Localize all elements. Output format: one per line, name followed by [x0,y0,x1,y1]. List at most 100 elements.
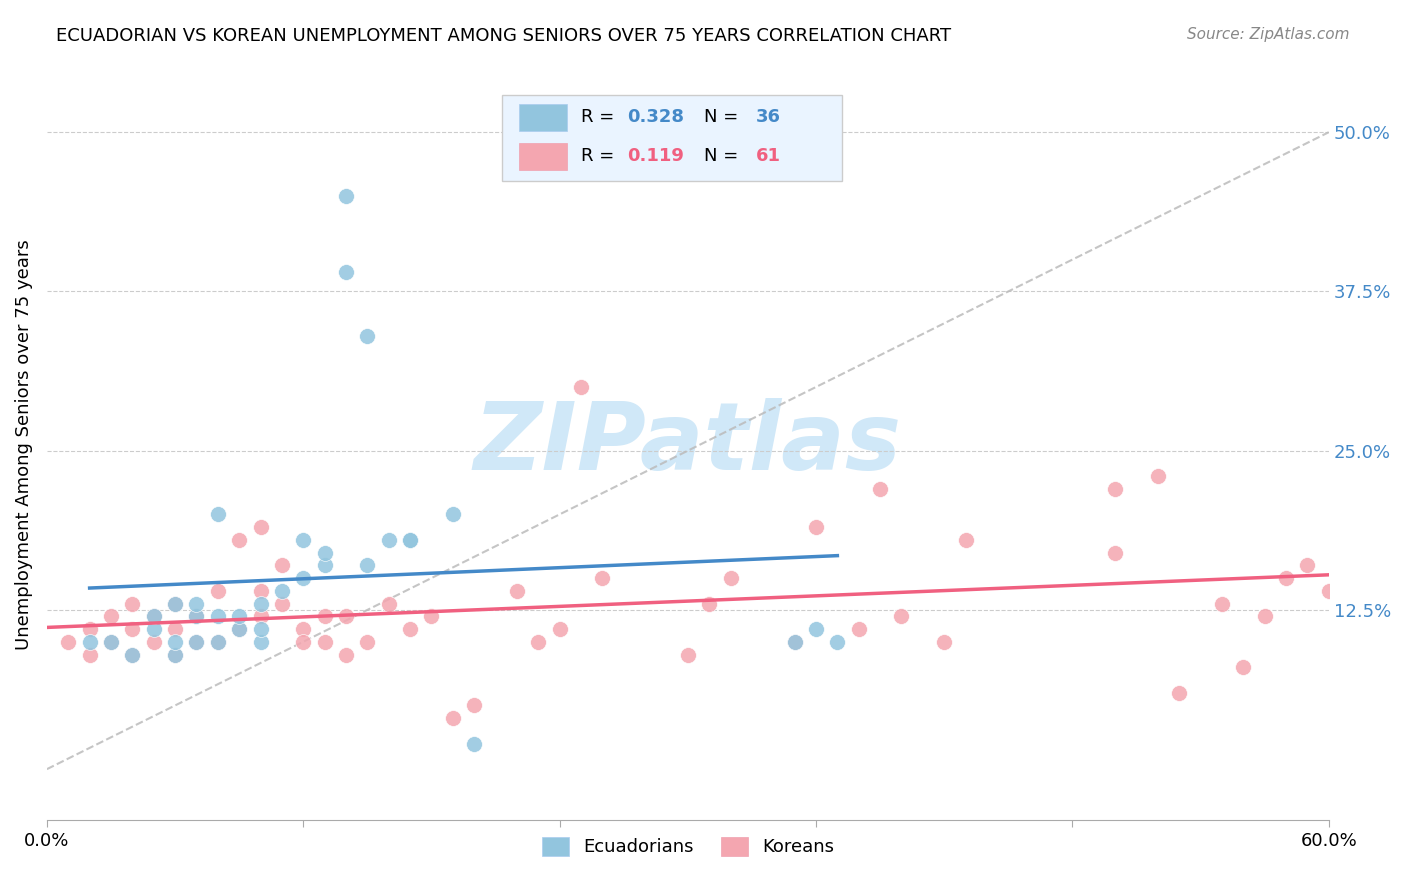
Point [207,634,229,648]
Text: 61: 61 [756,147,780,165]
Point [591,571,613,585]
Text: 0.119: 0.119 [627,147,685,165]
Point [270,583,292,598]
Text: N =: N = [704,147,745,165]
Point [441,711,464,725]
Point [100,634,122,648]
Point [1317,583,1340,598]
Point [186,609,208,624]
Point [377,533,399,547]
Point [228,622,250,636]
Point [100,609,122,624]
Point [314,558,336,573]
Point [142,622,165,636]
Point [356,634,378,648]
Text: R =: R = [582,108,620,127]
Point [1168,686,1191,700]
Legend: Ecuadorians, Koreans: Ecuadorians, Koreans [534,830,841,863]
Point [121,648,143,662]
Point [356,558,378,573]
Point [399,622,422,636]
Point [314,546,336,560]
Point [783,634,806,648]
Point [165,597,187,611]
Point [270,558,292,573]
Point [1296,558,1319,573]
Point [207,508,229,522]
Point [79,622,101,636]
Text: 36: 36 [756,108,780,127]
Point [804,622,827,636]
Point [207,609,229,624]
Point [228,622,250,636]
Point [1211,597,1233,611]
Point [356,329,378,343]
Point [207,634,229,648]
Point [335,609,357,624]
Text: N =: N = [704,108,745,127]
Point [335,265,357,279]
Point [804,520,827,534]
Point [676,648,699,662]
Point [249,583,271,598]
Point [934,634,956,648]
Point [228,533,250,547]
Point [121,648,143,662]
Point [165,634,187,648]
Point [548,622,571,636]
Point [100,634,122,648]
Point [121,597,143,611]
Point [79,648,101,662]
Point [463,737,485,751]
Point [697,597,720,611]
Point [890,609,912,624]
Point [58,634,80,648]
Y-axis label: Unemployment Among Seniors over 75 years: Unemployment Among Seniors over 75 years [15,239,32,649]
Point [249,597,271,611]
Point [142,634,165,648]
Point [292,634,315,648]
Point [249,520,271,534]
Point [441,508,464,522]
Point [292,571,315,585]
Point [527,634,550,648]
Point [1147,469,1170,483]
Point [142,609,165,624]
Point [1232,660,1254,674]
Point [314,634,336,648]
Bar [519,143,568,170]
Text: 0.328: 0.328 [627,108,685,127]
Point [121,622,143,636]
Point [1253,609,1275,624]
Point [1104,482,1126,496]
Bar [519,103,568,131]
Point [377,597,399,611]
Text: Source: ZipAtlas.com: Source: ZipAtlas.com [1187,27,1350,42]
Point [79,634,101,648]
Point [186,597,208,611]
Point [249,609,271,624]
Point [399,533,422,547]
Point [207,583,229,598]
Point [142,609,165,624]
Point [228,609,250,624]
Point [165,648,187,662]
Point [292,622,315,636]
Bar [502,95,842,181]
Point [249,634,271,648]
Point [292,533,315,547]
Point [869,482,891,496]
Point [249,622,271,636]
Point [506,583,529,598]
Point [335,189,357,203]
Point [270,597,292,611]
Point [165,622,187,636]
Point [783,634,806,648]
Point [165,597,187,611]
Text: ECUADORIAN VS KOREAN UNEMPLOYMENT AMONG SENIORS OVER 75 YEARS CORRELATION CHART: ECUADORIAN VS KOREAN UNEMPLOYMENT AMONG … [56,27,952,45]
Text: ZIPatlas: ZIPatlas [474,399,901,491]
Point [314,609,336,624]
Point [399,533,422,547]
Point [720,571,742,585]
Point [955,533,977,547]
